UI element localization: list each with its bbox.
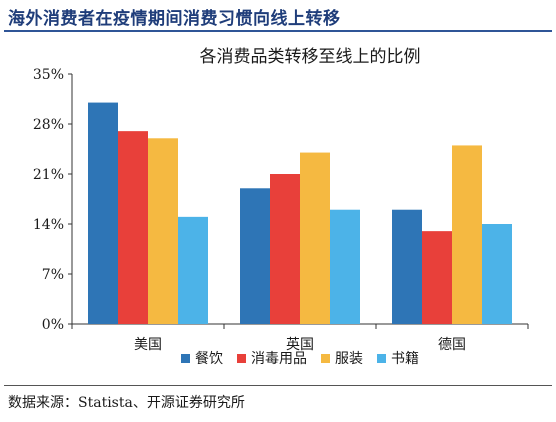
bar (118, 131, 148, 324)
y-tick-label: 21% (33, 167, 64, 183)
bar (452, 145, 482, 324)
y-tick-label: 14% (33, 217, 64, 233)
legend: 餐饮 消毒用品 服装 书籍 (181, 350, 419, 367)
legend-swatch (181, 354, 190, 363)
x-tick-label: 德国 (438, 337, 466, 353)
y-tick-label: 28% (33, 117, 64, 133)
legend-label: 餐饮 (195, 351, 223, 367)
source-note: 数据来源：Statista、开源证券研究所 (8, 395, 245, 411)
bar (88, 102, 118, 324)
y-tick-label: 35% (33, 67, 64, 83)
legend-swatch (377, 354, 386, 363)
x-tick-label: 英国 (286, 336, 314, 353)
bar (270, 174, 300, 324)
bar (330, 209, 360, 324)
bar (240, 188, 270, 324)
title-divider (4, 30, 552, 32)
legend-label: 消毒用品 (251, 351, 307, 367)
legend-label: 书籍 (391, 350, 419, 367)
y-tick-label: 7% (42, 267, 64, 283)
chart-title: 各消费品类转移至线上的比例 (200, 47, 421, 67)
bar-chart: 各消费品类转移至线上的比例 0% 7% 14% 21% 28% 35% 美国 英国 德国 餐饮… (33, 47, 529, 367)
footer-divider (4, 385, 552, 386)
bar (392, 209, 422, 324)
legend-swatch (237, 354, 246, 363)
bar (178, 216, 208, 324)
legend-swatch (321, 354, 330, 363)
x-axis: 美国 英国 德国 (71, 323, 529, 353)
bar (422, 231, 452, 324)
bars (88, 102, 512, 324)
legend-label: 服装 (335, 351, 363, 367)
y-axis: 0% 7% 14% 21% 28% 35% (33, 67, 73, 333)
x-tick-label: 美国 (134, 337, 162, 353)
y-tick-label: 0% (42, 317, 64, 333)
bar (482, 224, 512, 324)
bar (148, 138, 178, 324)
page-title: 海外消费者在疫情期间消费习惯向线上转移 (8, 9, 341, 29)
bar (300, 152, 330, 324)
